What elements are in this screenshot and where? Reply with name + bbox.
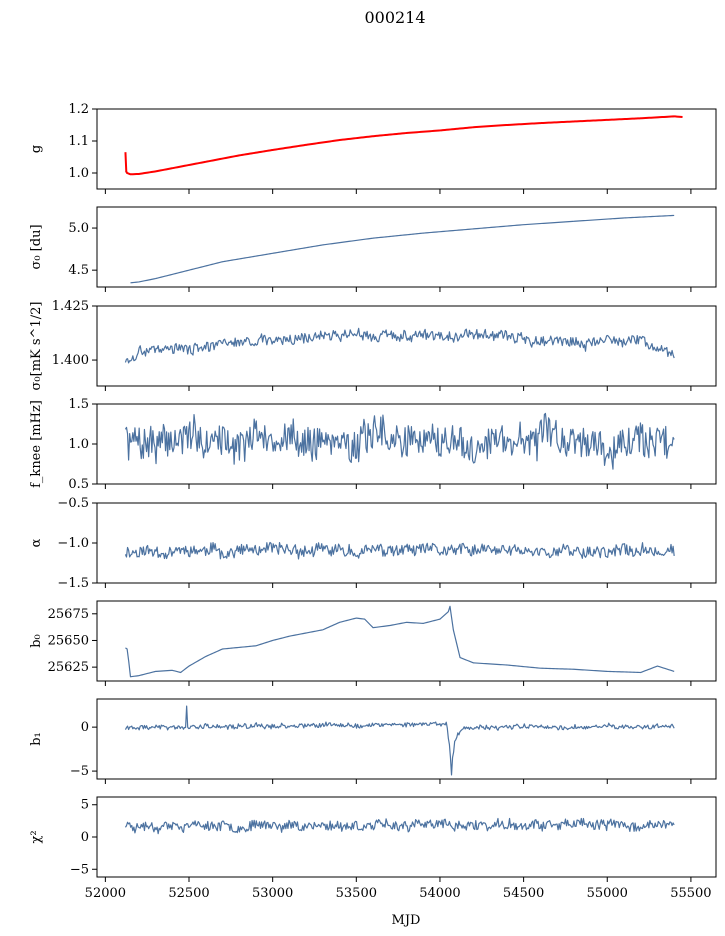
y-tick-label: −0.5 <box>57 496 89 511</box>
y-axis-label-fknee: f_knee [mHz] <box>29 400 44 488</box>
x-axis-label: MJD <box>392 913 421 928</box>
series-line-sigma0-du <box>130 214 675 284</box>
y-tick-label: 5.0 <box>68 221 89 236</box>
figure-title: 000214 <box>364 8 425 27</box>
y-tick-label: 1.425 <box>52 299 89 314</box>
series-line-b1 <box>124 705 675 776</box>
axes-frame <box>96 305 717 387</box>
y-tick-label: 0 <box>81 720 89 735</box>
y-tick-label: 25650 <box>48 633 89 648</box>
axes-frame <box>96 206 717 288</box>
x-tick-label: 52000 <box>85 886 126 901</box>
y-axis-label-sigma0-mk: σ₀[mK s^1/2] <box>29 302 44 391</box>
y-tick-label: −1.0 <box>57 536 89 551</box>
y-tick-label: 0.5 <box>68 477 89 492</box>
axes-frame <box>96 600 717 682</box>
y-tick-label: 5 <box>81 798 89 813</box>
y-axis-label-g: g <box>29 145 44 153</box>
y-tick-label: 0 <box>81 830 89 845</box>
x-tick-label: 53500 <box>336 886 377 901</box>
y-tick-label: 25675 <box>48 607 89 622</box>
series-line-g-fit <box>124 115 683 176</box>
series-line-sigma0-mk <box>124 327 675 364</box>
panel-sigma0-mk: 1.400 1.425 σ₀[mK s^1/2] <box>29 299 717 391</box>
x-tick-label: 55000 <box>587 886 628 901</box>
x-tick-label: 52500 <box>168 886 209 901</box>
x-tick-label: 54000 <box>419 886 460 901</box>
y-tick-label: −5 <box>70 862 89 877</box>
axes-frame <box>96 108 717 190</box>
y-axis-label-sigma0-du: σ₀ [du] <box>29 224 44 269</box>
y-axis-label-b1: b₁ <box>29 732 44 746</box>
panels: 1.0 1.1 1.2 g 4.5 5.0 σ₀ [du] 1.400 1.425 σ₀[mK s… <box>29 102 717 901</box>
y-tick-label: 1.0 <box>68 437 89 452</box>
y-tick-label: 1.1 <box>68 134 89 149</box>
y-tick-label: 1.2 <box>68 102 89 117</box>
y-tick-label: −1.5 <box>57 576 89 591</box>
series-line-b0 <box>125 605 675 678</box>
y-axis-label-chi2: χ² <box>29 830 44 843</box>
panel-alpha: −1.5 −1.0 −0.5 α <box>29 496 717 591</box>
panel-sigma0-du: 4.5 5.0 σ₀ [du] <box>29 206 717 292</box>
panel-b0: 25625 25650 25675 b₀ <box>29 600 717 686</box>
x-tick-label: 54500 <box>503 886 544 901</box>
y-axis-label-alpha: α <box>29 538 44 547</box>
series-line-chi2 <box>124 817 675 835</box>
series-line-g <box>125 116 675 175</box>
x-tick-label: 53000 <box>252 886 293 901</box>
panel-fknee: 0.5 1.0 1.5 f_knee [mHz] <box>29 397 717 492</box>
axes-frame <box>96 403 717 485</box>
x-tick-label: 55500 <box>670 886 711 901</box>
y-tick-label: 1.5 <box>68 397 89 412</box>
panel-g: 1.0 1.1 1.2 g <box>29 102 717 194</box>
y-tick-label: 4.5 <box>68 263 89 278</box>
series-line-alpha <box>124 541 675 560</box>
axes-frame <box>96 698 717 780</box>
y-tick-label: −5 <box>70 764 89 779</box>
y-tick-label: 1.400 <box>52 353 89 368</box>
y-tick-label: 1.0 <box>68 166 89 181</box>
panel-chi2: −5 0 5 52000 52500 53000 53500 54000 54500 55000 5… <box>29 796 717 901</box>
y-tick-label: 25625 <box>48 660 89 675</box>
panel-b1: −5 0 b₁ <box>29 698 717 784</box>
axes-frame <box>96 502 717 584</box>
series-line-fknee <box>124 412 675 470</box>
y-axis-label-b0: b₀ <box>29 634 44 648</box>
axes-frame <box>96 796 717 878</box>
